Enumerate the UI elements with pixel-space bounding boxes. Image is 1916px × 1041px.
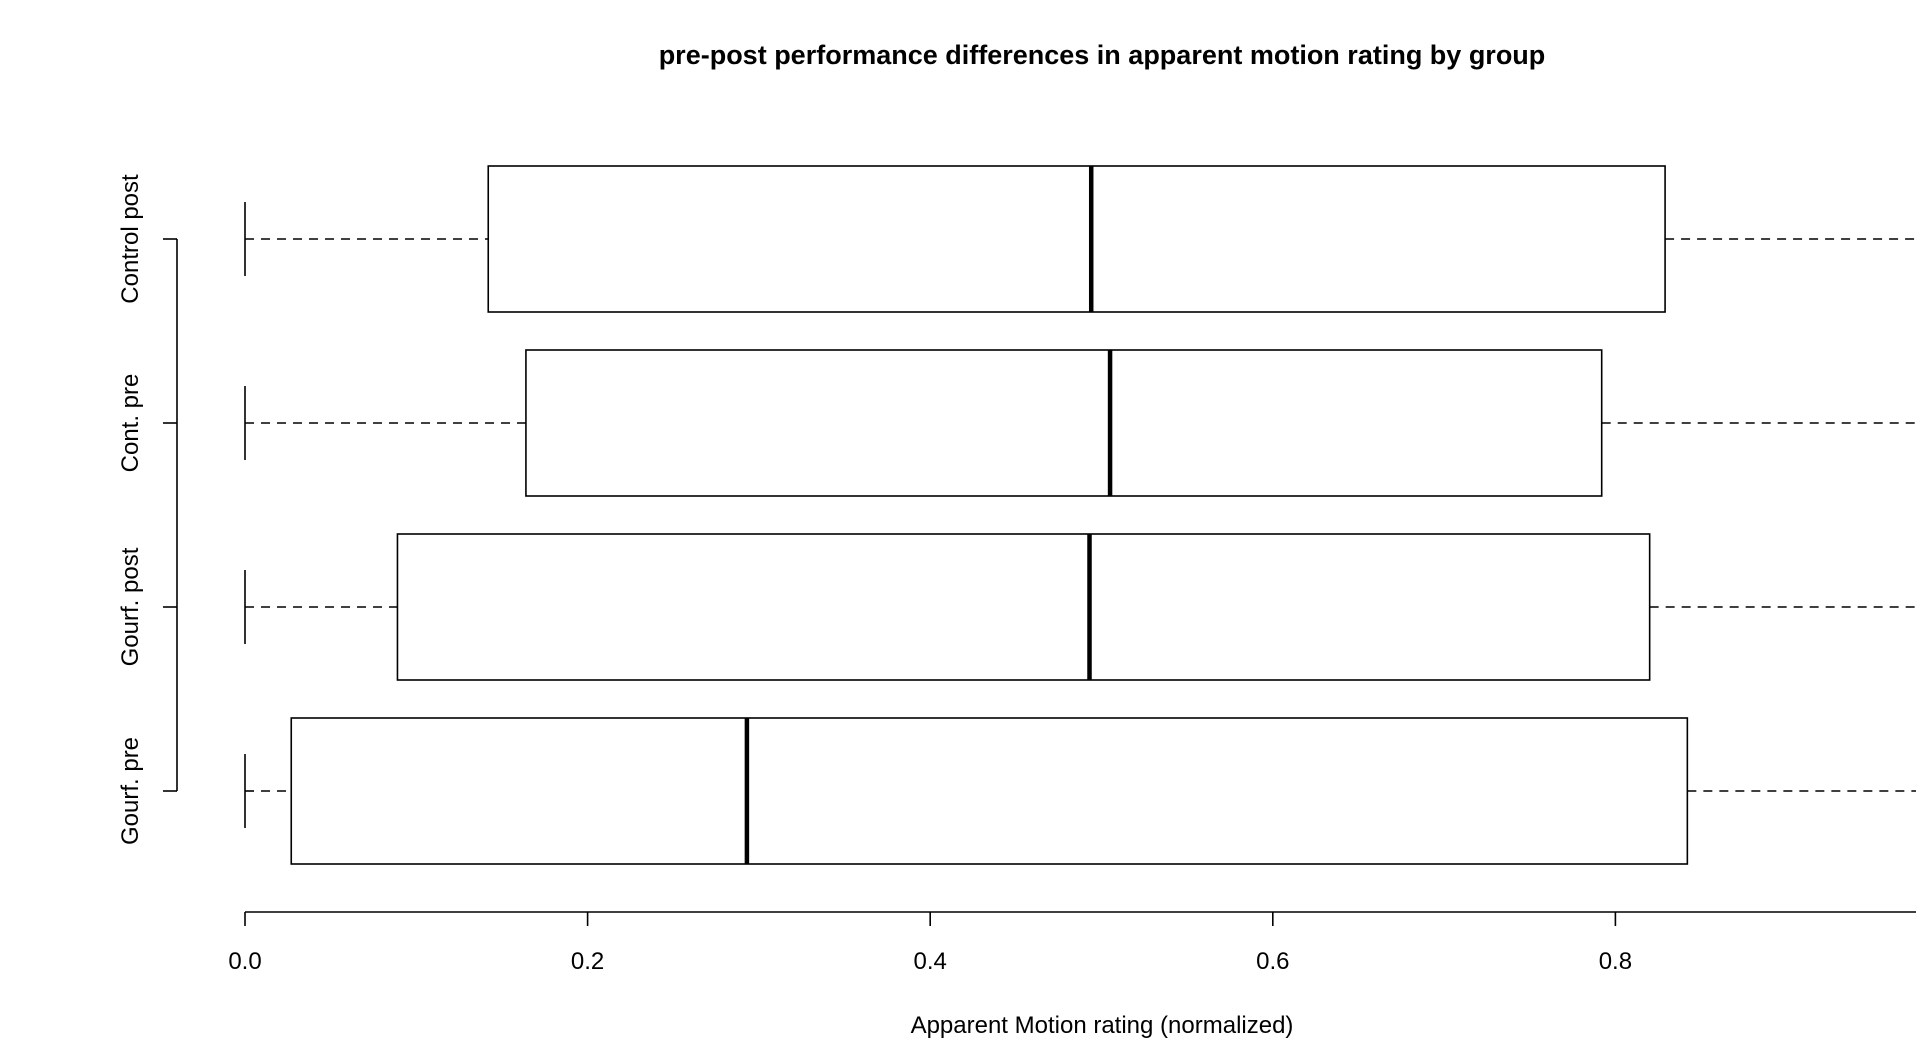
box-gourf-pre (244, 717, 1916, 865)
x-tick-label: 0.2 (571, 948, 604, 975)
box-iqr (290, 717, 1689, 865)
x-axis: 0.0 0.2 0.4 0.6 0.8 (228, 911, 1916, 975)
y-tick-label: Gourf. pre (117, 737, 144, 845)
box-iqr (396, 533, 1651, 681)
box-iqr (487, 165, 1666, 313)
chart-title: pre-post performance differences in appa… (659, 40, 1546, 70)
y-tick-label: Gourf. post (117, 547, 144, 666)
x-tick-label: 0.0 (228, 948, 261, 975)
box-cont-pre (244, 349, 1916, 497)
x-tick-label: 0.4 (914, 948, 947, 975)
box-control-post (244, 165, 1916, 313)
box-gourf-post (244, 533, 1916, 681)
y-axis: Gourf. pre Gourf. post Cont. pre Control po… (117, 174, 178, 845)
x-tick-label: 0.6 (1256, 948, 1289, 975)
x-tick-label: 0.8 (1599, 948, 1632, 975)
y-tick-label: Control post (117, 174, 144, 304)
boxes-group (244, 165, 1916, 865)
x-axis-label: Apparent Motion rating (normalized) (911, 1012, 1294, 1039)
y-tick-label: Cont. pre (117, 374, 144, 473)
box-iqr (525, 349, 1603, 497)
